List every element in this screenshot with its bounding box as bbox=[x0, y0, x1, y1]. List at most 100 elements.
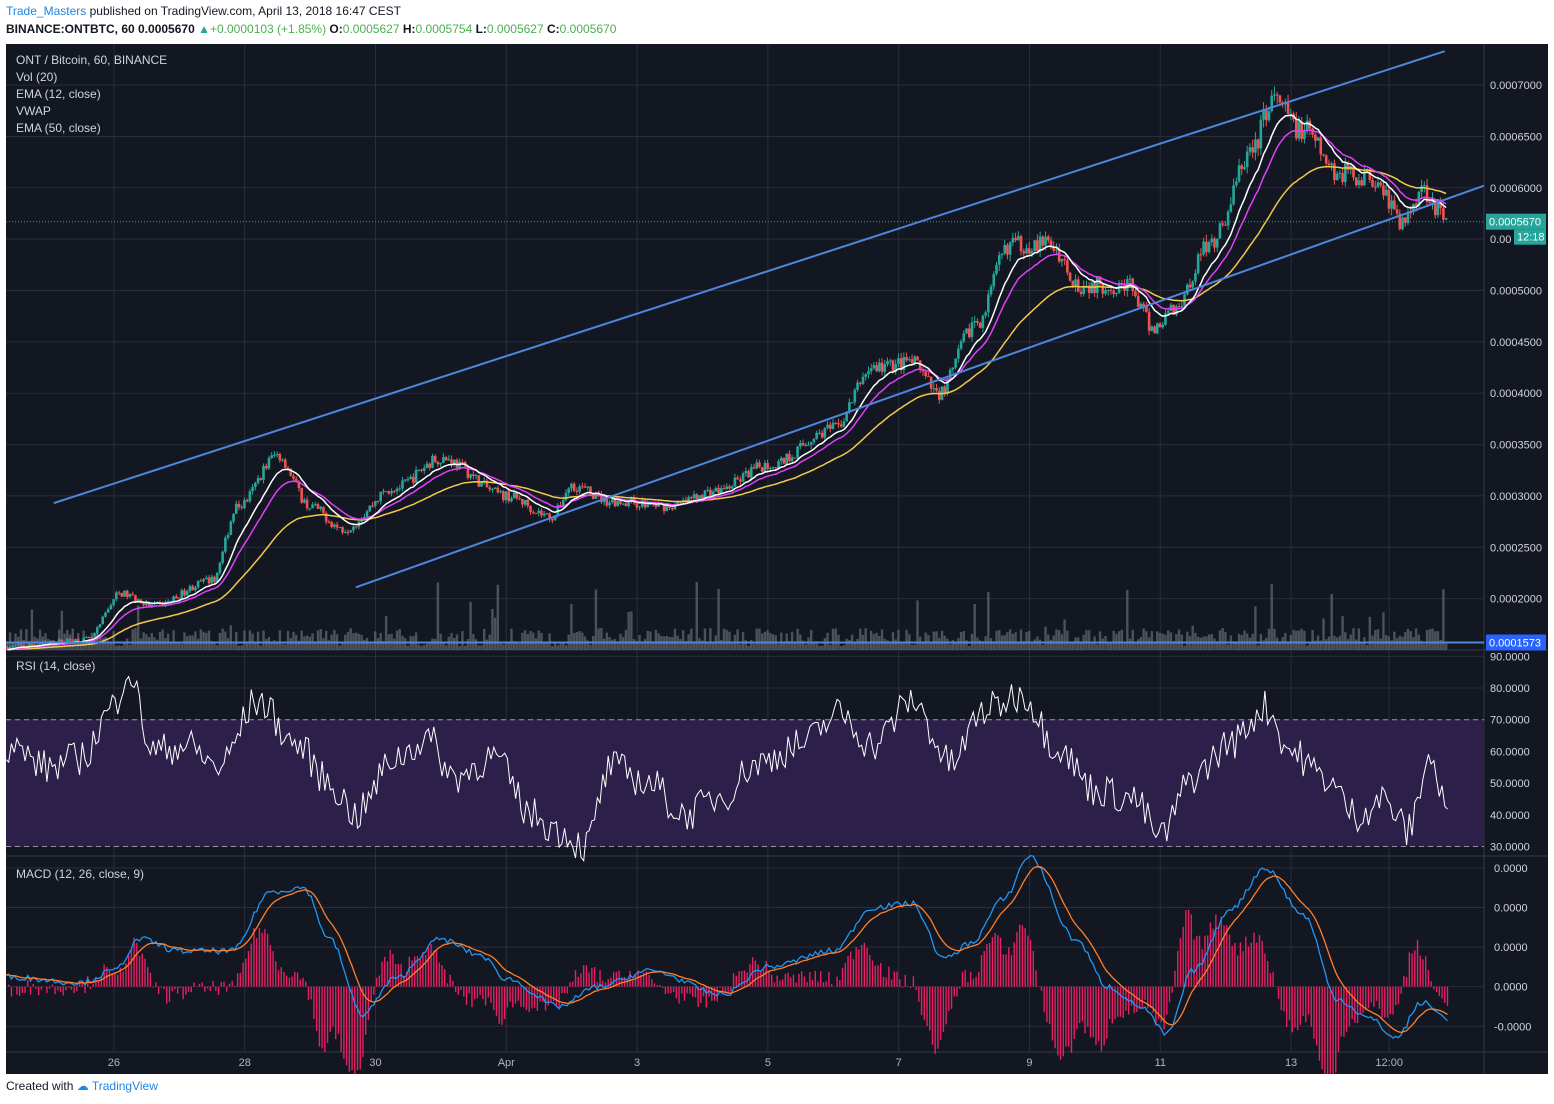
candle-body bbox=[66, 638, 69, 643]
volume-bar bbox=[1158, 632, 1162, 650]
volume-bar bbox=[643, 639, 647, 650]
volume-bar bbox=[978, 640, 982, 650]
candle-body bbox=[1188, 284, 1192, 288]
candle-body bbox=[76, 639, 80, 643]
candle-body bbox=[1406, 212, 1410, 223]
indicator-lines bbox=[5, 114, 1449, 1084]
volume-bar bbox=[807, 637, 810, 650]
volume-bar bbox=[589, 644, 592, 650]
volume-bar bbox=[278, 630, 282, 650]
rsi-tick-label: 30.0000 bbox=[1490, 841, 1530, 853]
candle-body bbox=[888, 360, 892, 362]
candle-body bbox=[120, 592, 124, 597]
candle-body bbox=[1175, 306, 1178, 315]
candle-body bbox=[973, 320, 977, 323]
volume-bar bbox=[175, 643, 178, 650]
volume-bar bbox=[602, 638, 606, 650]
candle-body bbox=[294, 478, 298, 483]
volume-bar bbox=[921, 643, 925, 650]
volume-bar bbox=[627, 611, 630, 650]
candle-body bbox=[916, 356, 919, 361]
candle-body bbox=[365, 511, 369, 518]
candle-body bbox=[542, 513, 546, 516]
tradingview-logo-icon[interactable]: ☁ bbox=[76, 1079, 89, 1093]
volume-bar bbox=[608, 637, 611, 650]
volume-bar bbox=[540, 632, 543, 650]
volume-bar bbox=[1330, 593, 1333, 650]
volume-bar bbox=[202, 631, 205, 650]
candle-body bbox=[1166, 310, 1170, 314]
candle-body bbox=[196, 580, 200, 588]
volume-bar bbox=[515, 641, 519, 650]
candle-body bbox=[799, 443, 802, 447]
candle-body bbox=[1106, 290, 1110, 292]
candle-body bbox=[319, 506, 323, 509]
candle-body bbox=[711, 491, 715, 497]
candle-body bbox=[180, 590, 184, 599]
volume-bar bbox=[886, 640, 889, 650]
candle-body bbox=[1243, 167, 1246, 169]
indicator-vol-label: Vol (20) bbox=[16, 70, 57, 84]
candle-body bbox=[1237, 165, 1241, 182]
candle-body bbox=[624, 503, 628, 507]
volume-bar bbox=[826, 632, 829, 650]
volume-bar bbox=[292, 631, 295, 650]
volume-bar bbox=[1085, 630, 1088, 650]
candle-body bbox=[665, 505, 669, 512]
volume-bar bbox=[553, 641, 557, 650]
candle-body bbox=[1327, 163, 1331, 166]
volume-bar bbox=[1395, 638, 1399, 650]
volume-bar bbox=[916, 600, 919, 650]
candle-body bbox=[450, 459, 453, 466]
volume-bar bbox=[790, 631, 794, 650]
candle-body bbox=[480, 481, 483, 487]
rsi-tick-label: 60.0000 bbox=[1490, 746, 1530, 758]
candle-body bbox=[886, 360, 889, 365]
volume-bar bbox=[1090, 643, 1094, 650]
volume-bar bbox=[621, 637, 625, 650]
candle-body bbox=[442, 457, 445, 463]
candle-body bbox=[286, 467, 290, 469]
candle-body bbox=[504, 491, 508, 501]
tradingview-brand[interactable]: TradingView bbox=[91, 1079, 158, 1093]
rsi-title: RSI (14, close) bbox=[16, 659, 95, 673]
volume-bar bbox=[131, 629, 134, 650]
candle-body bbox=[183, 590, 186, 596]
candle-body bbox=[403, 479, 407, 481]
candle-body bbox=[970, 322, 974, 338]
candle-body bbox=[826, 424, 829, 429]
volume-bar bbox=[793, 641, 797, 650]
channel-lines bbox=[6, 50, 1485, 644]
rsi-band-fill bbox=[6, 719, 1484, 847]
chart-container[interactable]: 26 28 30 Apr 3 5 7 9 11 13 12:00 0.0002000 0.0002500… bbox=[5, 44, 1548, 1084]
candle-body bbox=[1357, 180, 1361, 186]
volume-bar bbox=[1431, 628, 1434, 650]
candle-body bbox=[741, 473, 745, 482]
volume-bar bbox=[1142, 628, 1145, 650]
volume-bar bbox=[976, 637, 979, 650]
candle-body bbox=[910, 359, 914, 364]
candle-body bbox=[1373, 186, 1377, 188]
candle-body bbox=[807, 444, 810, 446]
candle-body bbox=[575, 490, 579, 492]
volume-bar bbox=[265, 639, 268, 650]
rsi-tick-label: 90.0000 bbox=[1490, 651, 1530, 663]
candle-body bbox=[1286, 102, 1290, 114]
candle-body bbox=[27, 644, 31, 647]
candle-body bbox=[908, 359, 911, 361]
author-link[interactable]: Trade_Masters bbox=[6, 4, 87, 18]
candle-body bbox=[305, 499, 309, 509]
candle-body bbox=[6, 646, 9, 650]
volume-bar bbox=[1305, 645, 1309, 650]
volume-bar bbox=[19, 629, 23, 650]
candle-body bbox=[1022, 251, 1026, 254]
volume-bar bbox=[38, 629, 42, 650]
chart-svg[interactable]: 26 28 30 Apr 3 5 7 9 11 13 12:00 0.0002000 0.0002500… bbox=[5, 44, 1548, 1084]
volume-bar bbox=[382, 641, 385, 650]
candle-body bbox=[616, 500, 620, 507]
candle-body bbox=[1096, 276, 1099, 293]
candle-body bbox=[338, 527, 342, 529]
volume-bar bbox=[106, 640, 110, 650]
candle-body bbox=[1333, 163, 1336, 180]
candle-body bbox=[869, 368, 873, 372]
